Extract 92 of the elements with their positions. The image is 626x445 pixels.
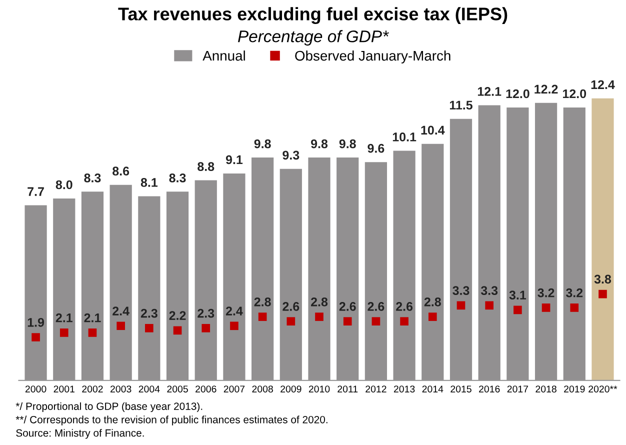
data-label: 2.8 <box>311 297 328 306</box>
x-tick-label: 2020** <box>588 386 618 392</box>
data-label: 2.6 <box>368 302 384 311</box>
x-tick-label: 2017 <box>507 386 528 392</box>
data-label: 3.2 <box>538 288 554 298</box>
x-tick-label: 2016 <box>479 386 500 392</box>
data-label: 3.8 <box>594 274 612 284</box>
point <box>514 306 522 314</box>
point <box>372 317 380 326</box>
x-tick-label: 2007 <box>224 386 245 392</box>
data-label: 12.2 <box>534 84 558 94</box>
legend-label: Observed January-March <box>295 50 450 64</box>
x-tick-label: 2009 <box>280 386 302 392</box>
point <box>258 312 267 321</box>
x-tick-label: 2019 <box>564 386 585 392</box>
point <box>343 317 352 326</box>
data-label: 12.4 <box>591 80 615 89</box>
chart-title: Tax revenues excluding fuel excise tax (IEPS) <box>118 7 508 24</box>
point <box>485 301 494 310</box>
data-label: 12.0 <box>506 89 530 98</box>
data-label: 3.3 <box>452 286 470 295</box>
data-label: 8.3 <box>169 174 186 182</box>
point <box>32 333 40 342</box>
data-label: 2.8 <box>424 297 441 306</box>
point <box>315 312 324 321</box>
x-tick-label: 2011 <box>338 386 358 392</box>
x-tick-label: 2000 <box>25 386 46 392</box>
data-label: 8.0 <box>56 180 72 190</box>
point <box>230 322 238 330</box>
data-label: 8.3 <box>84 174 101 182</box>
data-label: 2.3 <box>198 308 214 318</box>
data-label: 12.1 <box>478 87 502 96</box>
point <box>428 312 437 321</box>
text: */ Proportional to GDP (base year 2013). <box>16 402 202 412</box>
legend-label: Annual <box>202 50 245 61</box>
x-tick-label: 2006 <box>196 386 216 392</box>
point <box>456 301 466 310</box>
data-label: 2.2 <box>169 311 186 320</box>
data-label: 2.1 <box>56 313 72 322</box>
source-note: Source: Ministry of Finance. <box>16 429 144 439</box>
data-label: 9.3 <box>282 150 300 160</box>
bar <box>592 98 614 380</box>
x-tick-label: 2012 <box>366 386 386 392</box>
x-tick-label: 2001 <box>54 386 74 392</box>
x-tick-label: 2002 <box>82 386 103 392</box>
point <box>173 326 182 335</box>
point <box>598 290 607 298</box>
point <box>116 322 125 330</box>
x-tick-label: 2014 <box>422 386 444 392</box>
data-label: 9.6 <box>368 144 384 153</box>
data-label: 7.7 <box>28 187 44 196</box>
data-label: 2.4 <box>226 306 243 316</box>
data-label: 11.5 <box>450 100 472 110</box>
data-label: 9.8 <box>311 139 328 148</box>
data-label: 3.3 <box>480 286 498 295</box>
data-label: 9.8 <box>339 139 356 148</box>
data-label: 2.1 <box>84 313 101 322</box>
data-label: 2.6 <box>339 302 356 311</box>
x-tick-label: 2008 <box>252 386 273 392</box>
chart-subtitle: Percentage of GDP* <box>238 30 389 46</box>
x-tick-label: 2005 <box>167 386 188 392</box>
data-label: 8.1 <box>140 178 158 187</box>
data-label: 1.9 <box>28 318 44 327</box>
data-label: 3.1 <box>509 290 526 300</box>
data-label: 8.6 <box>112 166 130 176</box>
point <box>145 324 154 332</box>
point <box>60 328 68 337</box>
data-label: 2.6 <box>282 302 300 311</box>
data-label: 2.6 <box>396 302 413 311</box>
data-label: 2.3 <box>140 308 158 318</box>
point <box>542 304 550 312</box>
data-label: 8.8 <box>198 162 214 171</box>
point <box>570 304 579 312</box>
x-tick-label: 2010 <box>308 386 330 392</box>
data-label: 3.2 <box>566 288 583 298</box>
data-label: 9.1 <box>226 155 243 164</box>
x-tick-label: 2004 <box>138 386 160 392</box>
data-label: 9.8 <box>254 139 271 148</box>
point <box>286 317 296 326</box>
point <box>202 324 210 332</box>
x-tick-label: 2018 <box>536 386 556 392</box>
x-tick-label: 2015 <box>450 386 472 392</box>
data-label: 10.4 <box>421 126 445 135</box>
point <box>88 328 97 337</box>
x-tick-label: 2013 <box>394 386 415 392</box>
data-label: 12.0 <box>563 89 586 98</box>
data-label: 10.1 <box>392 132 416 142</box>
data-label: 2.8 <box>254 297 271 306</box>
x-tick-label: 2003 <box>110 386 132 392</box>
text: **/ Corresponds to the revision of public finances estimates of 2020. <box>16 416 328 426</box>
point <box>400 317 408 326</box>
data-label: 2.4 <box>112 306 130 316</box>
